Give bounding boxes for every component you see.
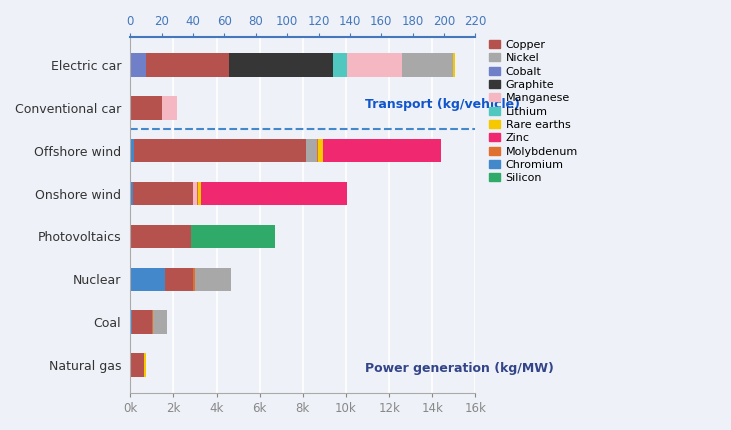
Bar: [130, 353, 144, 377]
Bar: [133, 182, 194, 206]
Bar: [197, 182, 198, 206]
Bar: [401, 53, 453, 77]
Text: Transport (kg/vehicle): Transport (kg/vehicle): [365, 98, 520, 111]
Bar: [132, 310, 151, 334]
Bar: [319, 139, 322, 163]
Bar: [306, 139, 317, 163]
Bar: [153, 310, 167, 334]
Bar: [146, 53, 229, 77]
Bar: [198, 182, 200, 206]
Bar: [164, 267, 193, 291]
Bar: [191, 224, 275, 248]
Bar: [194, 182, 197, 206]
Bar: [130, 96, 162, 120]
Bar: [130, 53, 146, 77]
Bar: [193, 267, 194, 291]
Bar: [134, 139, 306, 163]
Bar: [333, 53, 346, 77]
Bar: [130, 139, 134, 163]
Text: Power generation (kg/MW): Power generation (kg/MW): [365, 362, 554, 375]
Bar: [130, 310, 132, 334]
Bar: [346, 53, 401, 77]
Bar: [453, 53, 455, 77]
Bar: [130, 267, 164, 291]
Bar: [322, 139, 442, 163]
Bar: [130, 224, 191, 248]
Bar: [194, 267, 231, 291]
Bar: [144, 353, 146, 377]
Bar: [130, 182, 133, 206]
Legend: Copper, Nickel, Cobalt, Graphite, Manganese, Lithium, Rare earths, Zinc, Molybde: Copper, Nickel, Cobalt, Graphite, Mangan…: [485, 35, 582, 187]
Bar: [151, 310, 153, 334]
Bar: [200, 182, 347, 206]
Bar: [317, 139, 319, 163]
Bar: [162, 96, 178, 120]
Bar: [229, 53, 333, 77]
